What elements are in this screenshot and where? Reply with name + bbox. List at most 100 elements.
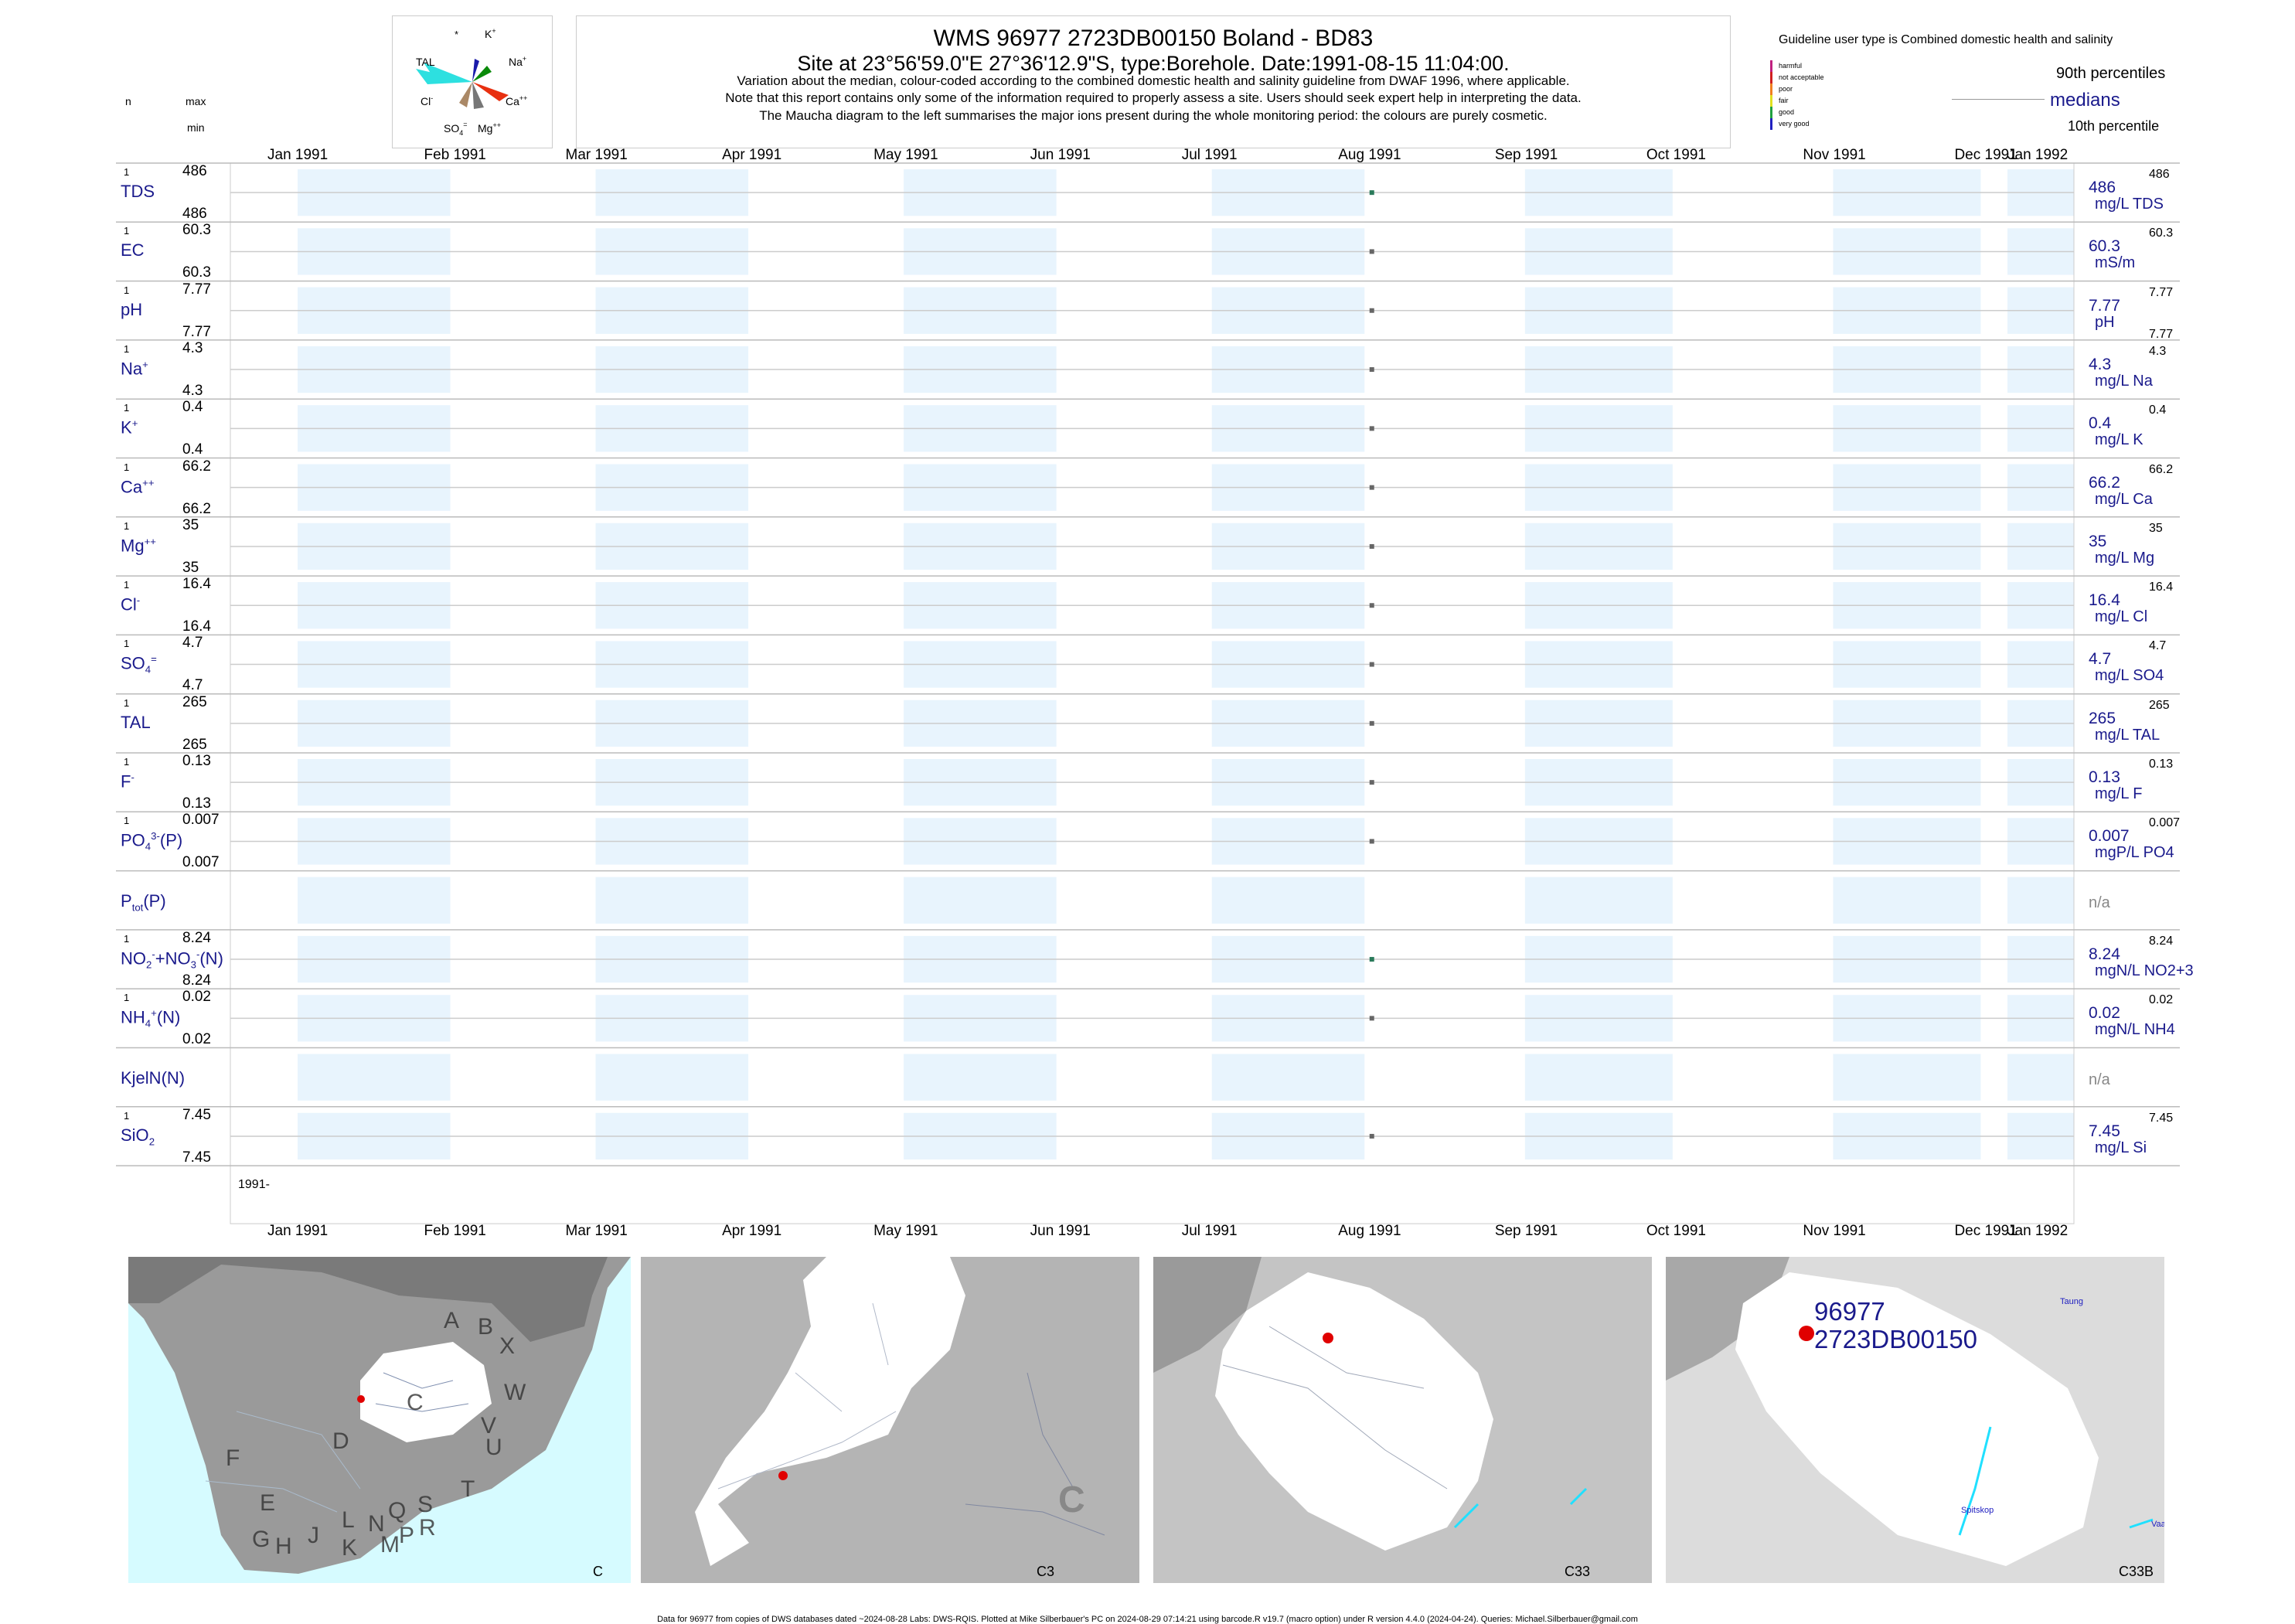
month-tick-label-bottom: Oct 1991 xyxy=(1646,1223,1706,1239)
row-min-value: 8.24 xyxy=(182,972,211,989)
sample-point xyxy=(1369,780,1374,785)
svg-text:K: K xyxy=(342,1535,357,1561)
row-label: F- xyxy=(121,771,134,792)
row-p90-value: 35 xyxy=(2149,521,2163,535)
row-min-value: 4.7 xyxy=(182,677,203,694)
row-unit: mg/L TAL xyxy=(2095,726,2161,744)
row-max-value: 0.13 xyxy=(182,753,211,769)
row-label: Ptot(P) xyxy=(121,890,166,913)
month-tick-label-top: Dec 1991 xyxy=(1954,147,2017,163)
legend-category-2: poor xyxy=(1770,83,1793,95)
guideline-legend: harmful not acceptable poor fair good very go… xyxy=(1770,60,1847,144)
month-tick-label-bottom: Feb 1991 xyxy=(424,1223,486,1239)
row-label: EC xyxy=(121,240,145,260)
row-max-value: 60.3 xyxy=(182,222,211,239)
row-p90-value: 0.13 xyxy=(2149,758,2174,771)
row-unit: mg/L Cl xyxy=(2095,608,2148,626)
row-p90-value: 0.007 xyxy=(2149,816,2181,830)
month-shade xyxy=(2007,1054,2074,1101)
month-tick-label-top: May 1991 xyxy=(873,147,938,163)
month-tick-label-bottom: Aug 1991 xyxy=(1338,1223,1401,1239)
sample-point xyxy=(1369,367,1374,373)
row-min-value: 7.45 xyxy=(182,1149,211,1166)
row-max-value: 0.02 xyxy=(182,989,211,1006)
legend-swatch xyxy=(1770,118,1772,130)
p90-label: 90th percentiles xyxy=(2056,65,2166,82)
row-n-count: 1 xyxy=(124,815,130,827)
row-unit: mg/L Na xyxy=(2095,372,2153,390)
row-unit: mg/L F xyxy=(2095,785,2143,802)
month-shade xyxy=(298,877,451,924)
row-median-value: 0.007 xyxy=(2089,827,2130,846)
row-max-value: 4.7 xyxy=(182,635,203,652)
month-tick-label-top: Sep 1991 xyxy=(1494,147,1558,163)
sample-point xyxy=(1369,839,1374,844)
month-tick-label-bottom: May 1991 xyxy=(873,1223,938,1239)
month-tick-label-top: Jan 1992 xyxy=(2007,147,2069,163)
row-p90-value: 66.2 xyxy=(2149,462,2174,476)
sample-point xyxy=(1369,485,1374,490)
row-n-count: 1 xyxy=(124,402,130,414)
row-n-count: 1 xyxy=(124,284,130,296)
month-tick-label-bottom: Jun 1991 xyxy=(1030,1223,1091,1239)
town-taung: Taung xyxy=(2060,1297,2083,1306)
legend-category-5: very good xyxy=(1770,118,1810,130)
svg-text:G: G xyxy=(252,1527,270,1552)
sample-point xyxy=(1369,249,1374,254)
row-min-value: 16.4 xyxy=(182,618,211,635)
month-tick-label-bottom: Dec 1991 xyxy=(1954,1223,2017,1239)
month-tick-label-top: Aug 1991 xyxy=(1338,147,1401,163)
month-tick-label-bottom: Apr 1991 xyxy=(722,1223,782,1239)
row-label: PO43-(P) xyxy=(121,830,183,853)
month-tick-label-top: Mar 1991 xyxy=(565,147,628,163)
row-median-value: 4.3 xyxy=(2089,355,2112,373)
month-tick-label-bottom: Jan 1992 xyxy=(2007,1223,2069,1239)
legend-category-4: good xyxy=(1770,107,1794,118)
row-label: SiO2 xyxy=(121,1125,155,1148)
title-box: WMS 96977 2723DB00150 Boland - BD83 Site… xyxy=(576,15,1731,148)
map-3-caption: C33 xyxy=(1564,1564,1590,1579)
legend-label: poor xyxy=(1779,85,1793,93)
svg-text:V: V xyxy=(481,1413,496,1438)
map-c33: C33 xyxy=(1153,1257,1652,1583)
row-min-value: 4.3 xyxy=(182,382,203,399)
maucha-ca-petal xyxy=(472,82,509,101)
month-shade xyxy=(1833,1054,1981,1101)
row-n-count: 1 xyxy=(124,342,130,355)
page-title: WMS 96977 2723DB00150 Boland - BD83 xyxy=(933,26,1374,51)
row-label: Mg++ xyxy=(121,535,156,556)
row-max-value: 7.77 xyxy=(182,281,211,298)
month-tick-label-bottom: Jan 1991 xyxy=(267,1223,329,1239)
row-min-value: 35 xyxy=(182,559,199,576)
year-label: 1991- xyxy=(238,1178,270,1191)
row-p90-value: 8.24 xyxy=(2149,934,2174,948)
row-median-na: n/a xyxy=(2089,894,2110,911)
row-p90-value: 4.7 xyxy=(2149,639,2167,653)
row-label: SO4= xyxy=(121,653,157,676)
town-vaa: Vaa xyxy=(2151,1520,2164,1529)
row-min-value: 0.007 xyxy=(182,854,220,871)
row-median-value: 66.2 xyxy=(2089,473,2120,492)
row-median-value: 35 xyxy=(2089,532,2107,550)
row-unit: mg/L TDS xyxy=(2095,196,2164,213)
row-n-count: 1 xyxy=(124,1109,130,1122)
row-label: TAL xyxy=(121,712,151,732)
row-n-count: 1 xyxy=(124,166,130,178)
row-min-value: 60.3 xyxy=(182,264,211,281)
sample-point xyxy=(1369,426,1374,431)
row-median-value: 265 xyxy=(2089,709,2116,727)
svg-text:J: J xyxy=(308,1523,319,1548)
maucha-mg-petal xyxy=(472,82,484,109)
month-shade xyxy=(1211,877,1365,924)
month-shade xyxy=(1211,1054,1365,1101)
map-c3-big-letter: C xyxy=(1058,1479,1085,1520)
maucha-diagram: * K+ TAL Na+ Cl- Ca++ SO4= Mg++ xyxy=(392,15,553,148)
header-n-label: n xyxy=(125,95,131,107)
map-1-caption: C xyxy=(593,1564,603,1579)
legend-label: harmful xyxy=(1779,62,1803,70)
month-tick-label-top: Jul 1991 xyxy=(1181,147,1238,163)
row-max-value: 8.24 xyxy=(182,929,211,946)
row-median-value: 0.02 xyxy=(2089,1004,2120,1023)
row-unit: mg/L Si xyxy=(2095,1139,2147,1156)
